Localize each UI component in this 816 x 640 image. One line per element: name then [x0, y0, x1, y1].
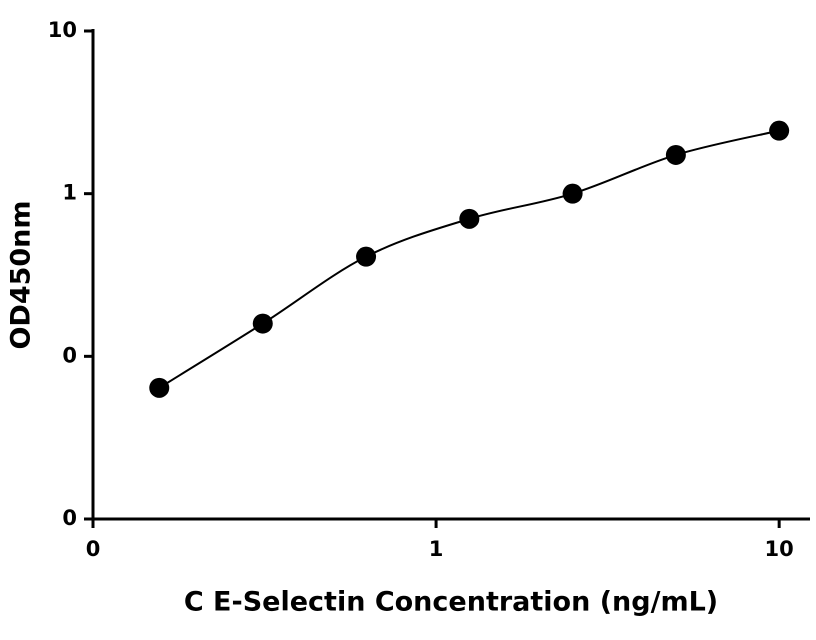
- data-point: [356, 246, 377, 267]
- x-axis-label: C E-Selectin Concentration (ng/mL): [184, 587, 718, 618]
- y-tick-label: 0: [62, 506, 77, 530]
- x-tick-label: 0: [86, 537, 101, 561]
- y-axis-label: OD450nm: [6, 200, 37, 349]
- data-point: [252, 313, 273, 334]
- data-point: [562, 183, 583, 204]
- fit-curve: [158, 129, 780, 389]
- x-tick-label: 1: [429, 537, 444, 561]
- y-tick-label: 10: [48, 18, 77, 42]
- data-point: [665, 144, 686, 165]
- y-tick-label: 0: [62, 343, 77, 367]
- y-tick-label: 1: [62, 181, 77, 205]
- x-tick-label: 10: [765, 537, 794, 561]
- data-point: [769, 120, 790, 141]
- data-point: [459, 208, 480, 229]
- data-point: [149, 377, 170, 398]
